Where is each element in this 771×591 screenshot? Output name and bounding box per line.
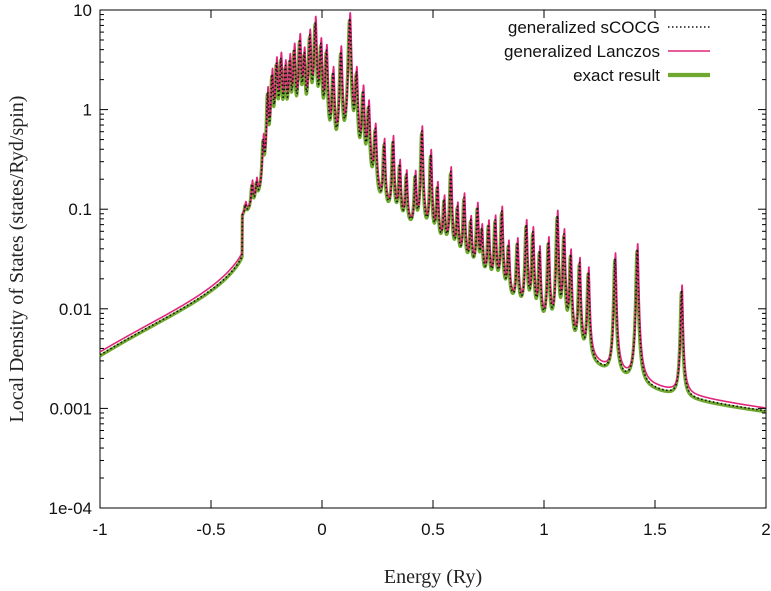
x-tick-label: -0.5 xyxy=(196,520,225,539)
x-axis-title: Energy (Ry) xyxy=(384,566,482,588)
y-tick-label: 0.001 xyxy=(49,399,92,418)
plot-frame xyxy=(99,9,767,509)
x-tick-label: -1 xyxy=(92,520,107,539)
y-tick-label: 0.01 xyxy=(59,300,92,319)
plot-area xyxy=(98,9,768,509)
x-tick-label: 2 xyxy=(761,520,770,539)
legend-label-exact: exact result xyxy=(573,66,660,85)
y-tick-label: 1e-04 xyxy=(49,499,92,518)
x-tick-label: 1 xyxy=(539,520,548,539)
legend-label-sCOCG: generalized sCOCG xyxy=(508,18,660,37)
y-tick-labels: 1e-04 0.001 0.01 0.1 1 10 xyxy=(49,1,92,518)
x-tick-label: 0.5 xyxy=(421,520,445,539)
axis-ticks xyxy=(99,9,767,509)
y-axis-title: Local Density of States (states/Ryd/spin… xyxy=(6,96,28,423)
y-tick-label: 0.1 xyxy=(68,200,92,219)
x-tick-label: 0 xyxy=(317,520,326,539)
series-line-1 xyxy=(99,11,767,409)
series-line-0 xyxy=(99,17,767,412)
x-tick-labels: -1 -0.5 0 0.5 1 1.5 2 xyxy=(92,520,770,539)
x-tick-label: 1.5 xyxy=(643,520,667,539)
series-layer xyxy=(98,11,768,414)
legend: generalized sCOCG generalized Lanczos ex… xyxy=(504,18,710,85)
y-tick-label: 1 xyxy=(83,101,92,120)
series-line-2 xyxy=(98,19,768,414)
legend-label-lanczos: generalized Lanczos xyxy=(504,42,660,61)
y-tick-label: 10 xyxy=(73,1,92,20)
